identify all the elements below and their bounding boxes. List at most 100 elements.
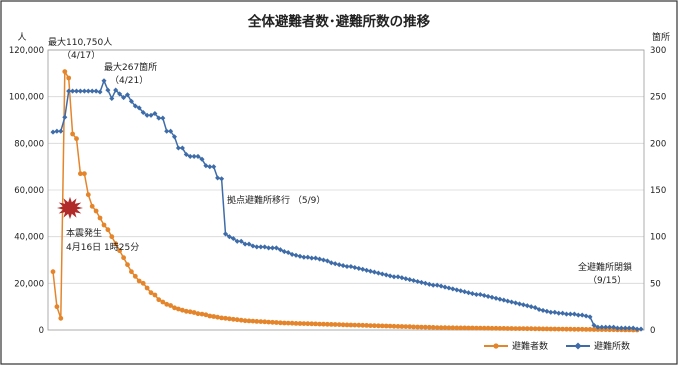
point-shelters <box>175 145 181 151</box>
point-evacuees <box>446 325 452 331</box>
point-evacuees <box>360 322 366 328</box>
point-evacuees <box>407 324 413 330</box>
point-evacuees <box>211 314 217 319</box>
legend-item-evacuees: 避難者数 <box>484 340 548 352</box>
point-evacuees <box>148 290 154 296</box>
earthquake-burst-icon <box>57 196 83 220</box>
point-shelters <box>438 283 444 289</box>
point-evacuees <box>219 315 225 321</box>
right-tick-label: 200 <box>650 139 666 149</box>
point-shelters <box>128 98 134 104</box>
point-evacuees <box>474 325 479 331</box>
point-shelters <box>320 257 327 263</box>
point-shelters <box>266 245 272 251</box>
point-evacuees <box>336 322 342 327</box>
point-evacuees <box>176 306 181 312</box>
point-evacuees <box>164 301 170 307</box>
annotation-all-closed: 全避難所閉鎖 （9/15） <box>578 261 632 286</box>
annotation-all-closed-date: （9/15） <box>588 275 626 286</box>
point-evacuees <box>391 323 397 329</box>
point-evacuees <box>462 325 467 331</box>
point-shelters <box>183 151 189 158</box>
point-evacuees <box>489 325 495 331</box>
point-evacuees <box>321 321 326 327</box>
annotation-max-evacuees-text: 最大110,750人 <box>48 36 112 48</box>
point-shelters <box>156 115 162 121</box>
point-evacuees <box>521 326 526 331</box>
point-shelters <box>289 251 295 257</box>
point-shelters <box>124 92 131 98</box>
plot-area <box>47 49 645 331</box>
point-evacuees <box>568 326 573 332</box>
point-shelters <box>317 256 323 262</box>
point-evacuees <box>78 171 83 177</box>
point-evacuees <box>191 310 197 315</box>
point-evacuees <box>544 326 550 332</box>
point-shelters <box>97 89 103 95</box>
annotation-main-shock: 本震発生 4月16日 1時25分 <box>66 227 139 253</box>
point-shelters <box>548 309 554 315</box>
point-evacuees <box>105 227 111 233</box>
point-shelters <box>113 87 119 93</box>
point-evacuees <box>524 326 530 332</box>
point-shelters <box>399 275 405 281</box>
point-shelters <box>222 231 229 237</box>
point-evacuees <box>242 318 248 324</box>
point-evacuees <box>470 325 475 331</box>
point-evacuees <box>325 321 330 327</box>
point-shelters <box>360 266 366 272</box>
point-shelters <box>497 296 503 302</box>
point-evacuees <box>278 320 283 326</box>
point-evacuees <box>564 326 569 332</box>
point-evacuees <box>399 324 405 329</box>
left-tick-label: 60,000 <box>14 186 44 196</box>
point-evacuees <box>587 327 593 332</box>
annotation-base-shelter: 拠点避難所移行 （5/9） <box>227 194 325 206</box>
left-tick-label: 40,000 <box>14 233 44 243</box>
point-evacuees <box>70 131 75 137</box>
point-shelters <box>309 255 315 261</box>
point-evacuees <box>85 192 91 198</box>
point-evacuees <box>250 318 256 324</box>
point-evacuees <box>368 323 373 328</box>
point-shelters <box>187 153 193 159</box>
point-evacuees <box>454 325 460 331</box>
point-shelters <box>450 286 456 292</box>
right-tick-label: 300 <box>650 46 666 56</box>
point-shelters <box>313 255 319 261</box>
point-shelters <box>493 295 499 301</box>
point-evacuees <box>215 314 221 320</box>
point-shelters <box>618 325 624 331</box>
annotation-max-evacuees-date: （4/17） <box>62 50 100 61</box>
legend-shelters-marker <box>574 342 582 350</box>
point-evacuees <box>509 326 514 331</box>
point-evacuees <box>575 326 581 332</box>
point-evacuees <box>442 325 448 331</box>
point-shelters <box>262 244 268 250</box>
point-shelters <box>54 128 60 134</box>
point-evacuees <box>572 326 577 332</box>
point-shelters <box>513 300 519 306</box>
point-shelters <box>454 287 460 293</box>
point-shelters <box>458 288 464 294</box>
point-shelters <box>246 241 252 247</box>
point-evacuees <box>266 319 271 325</box>
series-layer <box>50 68 644 333</box>
point-shelters <box>348 263 354 270</box>
point-evacuees <box>423 324 428 330</box>
point-evacuees <box>180 307 185 313</box>
point-evacuees <box>246 318 252 324</box>
right-tick-label: 250 <box>650 93 666 103</box>
right-tick-label: 150 <box>650 186 666 196</box>
legend: 避難者数 避難所数 <box>484 340 630 352</box>
point-evacuees <box>274 320 279 325</box>
point-evacuees <box>285 320 291 326</box>
point-shelters <box>422 280 428 286</box>
point-shelters <box>109 95 115 102</box>
annotation-max-shelters: 最大267箇所 （4/21） <box>104 61 157 86</box>
point-evacuees <box>234 317 240 323</box>
point-shelters <box>379 271 385 277</box>
point-shelters <box>250 243 256 249</box>
point-evacuees <box>58 315 64 321</box>
point-shelters <box>462 289 468 295</box>
